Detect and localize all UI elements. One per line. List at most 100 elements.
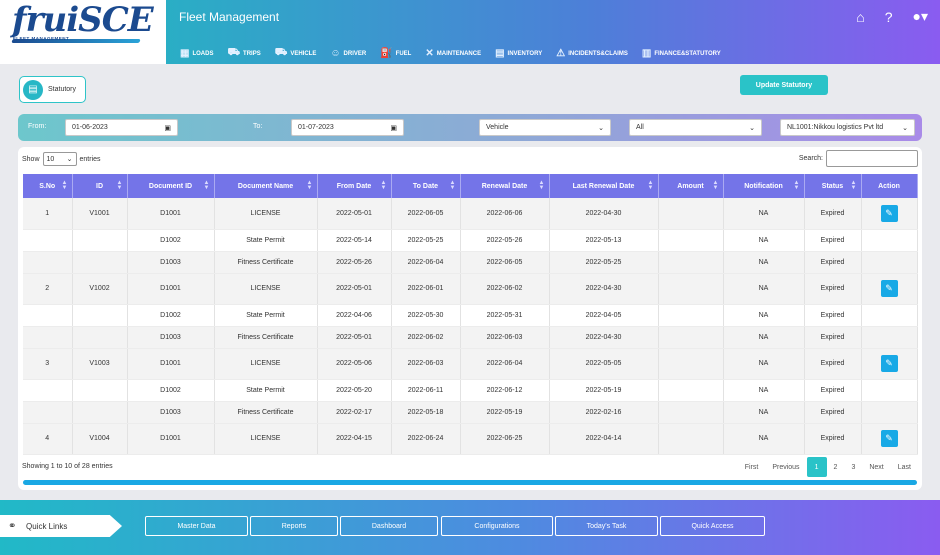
page-button-3[interactable]: 3 xyxy=(851,463,856,471)
column-header[interactable]: Amount ▲ ▼ xyxy=(658,174,724,198)
nav-label: INVENTORY xyxy=(507,50,543,57)
reports-button[interactable]: Reports xyxy=(250,516,338,536)
column-header[interactable]: Notification ▲ ▼ xyxy=(723,174,805,198)
update-statutory-button[interactable]: Update Statutory xyxy=(740,75,828,95)
cell-to: 2022-06-01 xyxy=(391,273,461,305)
cell-sno: 4 xyxy=(23,423,73,455)
column-header[interactable]: S.No ▲ ▼ xyxy=(23,174,73,198)
cell-renewal: 2022-06-05 xyxy=(460,251,550,274)
cell-notif: NA xyxy=(723,198,805,230)
sort-icon[interactable]: ▲ ▼ xyxy=(538,180,545,191)
cell-notif: NA xyxy=(723,423,805,455)
calendar-icon[interactable]: ▣ xyxy=(164,124,171,132)
calendar-icon[interactable]: ▣ xyxy=(390,124,397,132)
edit-icon[interactable]: ✎ xyxy=(880,280,898,297)
column-header[interactable]: ID ▲ ▼ xyxy=(72,174,128,198)
cell-amount xyxy=(658,423,724,455)
cell-action xyxy=(861,326,918,349)
column-header[interactable]: Document ID ▲ ▼ xyxy=(127,174,215,198)
cell-doc: D1001 xyxy=(127,198,215,230)
next-page-button[interactable]: Next xyxy=(869,463,884,471)
column-header-label: Document Name xyxy=(237,182,294,190)
cell-last: 2022-04-30 xyxy=(549,198,659,230)
nav-incidents[interactable]: ⚠ INCIDENTS&CLAIMS xyxy=(556,47,628,60)
statutory-chip[interactable]: ▤ Statutory xyxy=(19,76,86,103)
nav-label: FUEL xyxy=(395,50,412,57)
dashboard-button[interactable]: Dashboard xyxy=(340,516,438,536)
document-icon: ▤ xyxy=(23,79,43,100)
to-date-input[interactable]: 01-07-2023 ▣ xyxy=(291,119,404,136)
sort-icon[interactable]: ▲ ▼ xyxy=(850,180,857,191)
column-header[interactable]: Action xyxy=(861,174,918,198)
sort-icon[interactable]: ▲ ▼ xyxy=(380,180,387,191)
cell-to: 2022-05-18 xyxy=(391,401,461,424)
user-icon[interactable]: ●▾ xyxy=(912,8,928,24)
sort-icon[interactable]: ▲ ▼ xyxy=(712,180,719,191)
cell-doc: D1001 xyxy=(127,348,215,380)
type-select[interactable]: Vehicle ⌄ xyxy=(479,119,611,136)
edit-icon[interactable]: ✎ xyxy=(880,204,898,222)
horizontal-scrollbar[interactable] xyxy=(23,480,917,485)
cell-sno: 1 xyxy=(23,198,73,230)
cell-notif: NA xyxy=(723,326,805,349)
sort-icon[interactable]: ▲ ▼ xyxy=(306,180,313,191)
edit-icon[interactable]: ✎ xyxy=(880,430,898,447)
sort-icon[interactable]: ▲ ▼ xyxy=(203,180,210,191)
cell-last: 2022-05-05 xyxy=(549,348,659,380)
master-data-button[interactable]: Master Data xyxy=(145,516,248,536)
nav-maintenance[interactable]: ✕ MAINTENANCE xyxy=(425,47,481,60)
cell-to: 2022-05-30 xyxy=(391,304,461,327)
help-icon[interactable]: ? xyxy=(884,8,893,25)
column-header[interactable]: Document Name ▲ ▼ xyxy=(214,174,318,198)
last-page-button[interactable]: Last xyxy=(897,463,911,471)
sort-icon[interactable]: ▲ ▼ xyxy=(449,180,456,191)
quick-access-button[interactable]: Quick Access xyxy=(660,516,765,536)
column-header[interactable]: Status ▲ ▼ xyxy=(804,174,862,198)
nav-vehicle[interactable]: ⛟ VEHICLE xyxy=(275,47,317,60)
cell-name: Fitness Certificate xyxy=(214,326,318,349)
scope-select[interactable]: All ⌄ xyxy=(629,119,762,136)
from-date-input[interactable]: 01-06-2023 ▣ xyxy=(65,119,178,136)
table-row: D1003 Fitness Certificate 2022-05-26 2022-0… xyxy=(23,251,918,274)
column-header[interactable]: From Date ▲ ▼ xyxy=(317,174,392,198)
logo[interactable]: fruiSCE FLEET MANAGEMENT xyxy=(0,0,166,64)
company-select[interactable]: NL1001:Nikkou logistics Pvt ltd ⌄ xyxy=(780,119,915,136)
quick-links[interactable]: ⚭ Quick Links xyxy=(0,515,122,537)
column-header-label: From Date xyxy=(336,182,372,190)
table-row: D1002 State Permit 2022-05-14 2022-05-25 202… xyxy=(23,229,918,252)
cell-action xyxy=(861,304,918,327)
cell-id xyxy=(72,251,128,274)
first-page-button[interactable]: First xyxy=(744,463,759,471)
nav-driver[interactable]: ☺ DRIVER xyxy=(330,47,366,60)
sort-icon[interactable]: ▲ ▼ xyxy=(793,180,800,191)
column-header-label: Status xyxy=(821,182,844,190)
nav-inventory[interactable]: ▤ INVENTORY xyxy=(495,47,542,60)
home-icon[interactable]: ⌂ xyxy=(856,8,865,25)
cell-id: V1004 xyxy=(72,423,128,455)
search-input[interactable] xyxy=(826,150,918,167)
page-length-select[interactable]: 10 ⌄ xyxy=(42,152,77,166)
column-header[interactable]: Last Renewal Date ▲ ▼ xyxy=(549,174,659,198)
sort-icon[interactable]: ▲ ▼ xyxy=(116,180,123,191)
nav-label: VEHICLE xyxy=(290,50,317,57)
sort-icon[interactable]: ▲ ▼ xyxy=(61,180,68,191)
cell-status: Expired xyxy=(804,423,862,455)
page-button-2[interactable]: 2 xyxy=(833,463,838,471)
configurations-button[interactable]: Configurations xyxy=(441,516,553,536)
cell-last: 2022-04-05 xyxy=(549,304,659,327)
nav-finance[interactable]: ▥ FINANCE&STATUTORY xyxy=(642,47,721,60)
edit-icon[interactable]: ✎ xyxy=(880,355,898,372)
nav-fuel[interactable]: ⛽ FUEL xyxy=(380,47,411,60)
column-header[interactable]: To Date ▲ ▼ xyxy=(391,174,461,198)
nav-trips[interactable]: ⛟ TRIPS xyxy=(227,47,260,60)
column-header[interactable]: Renewal Date ▲ ▼ xyxy=(460,174,550,198)
cell-amount xyxy=(658,229,724,252)
page-button-1[interactable]: 1 xyxy=(806,457,827,477)
sort-icon[interactable]: ▲ ▼ xyxy=(647,180,654,191)
previous-page-button[interactable]: Previous xyxy=(772,463,800,471)
cell-sno xyxy=(23,251,73,274)
cell-id: V1001 xyxy=(72,198,128,230)
nav-loads[interactable]: ▦ LOADS xyxy=(180,47,213,60)
todays-task-button[interactable]: Today's Task xyxy=(555,516,658,536)
cell-last: 2022-02-16 xyxy=(549,401,659,424)
